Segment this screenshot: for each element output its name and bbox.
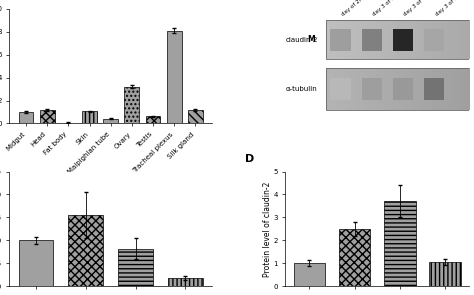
- Bar: [326, 68, 469, 110]
- Bar: [330, 78, 351, 100]
- Text: day 3 of 3rd instar: day 3 of 3rd instar: [372, 0, 414, 17]
- Bar: [393, 29, 413, 50]
- Bar: [68, 215, 103, 286]
- Bar: [118, 249, 153, 286]
- Text: claudin-2: claudin-2: [285, 37, 318, 43]
- Bar: [40, 110, 55, 123]
- Bar: [82, 112, 97, 123]
- Text: M: M: [307, 35, 315, 44]
- Bar: [18, 240, 54, 286]
- Text: C: C: [271, 0, 279, 2]
- Text: D: D: [245, 154, 254, 164]
- Bar: [103, 119, 118, 123]
- Bar: [362, 29, 382, 50]
- Text: day 3 of 4th instar: day 3 of 4th instar: [403, 0, 445, 17]
- Bar: [339, 229, 371, 286]
- Bar: [384, 201, 416, 286]
- Text: day of 2nd instar: day of 2nd instar: [340, 0, 380, 17]
- Bar: [326, 20, 469, 59]
- Bar: [424, 29, 445, 50]
- Bar: [362, 78, 382, 100]
- Bar: [167, 31, 182, 123]
- Bar: [61, 122, 76, 123]
- Bar: [424, 78, 445, 100]
- Text: day 3 of 5th instar: day 3 of 5th instar: [434, 0, 474, 17]
- Bar: [393, 78, 413, 100]
- Bar: [188, 110, 203, 123]
- Bar: [429, 262, 461, 286]
- Text: α-tubulin: α-tubulin: [285, 86, 317, 92]
- Bar: [330, 29, 351, 50]
- Bar: [124, 87, 139, 123]
- Bar: [146, 116, 160, 123]
- Y-axis label: Protein level of claudin-2: Protein level of claudin-2: [263, 181, 272, 276]
- Bar: [168, 278, 203, 286]
- Bar: [293, 263, 325, 286]
- Bar: [18, 112, 34, 123]
